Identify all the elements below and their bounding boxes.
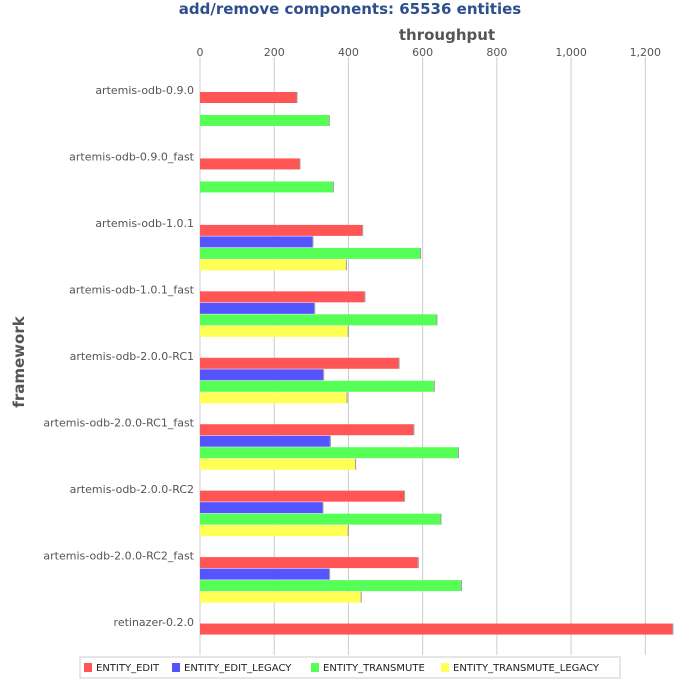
y-tick-label: artemis-odb-0.9.0 — [95, 84, 194, 97]
bar — [200, 259, 346, 271]
bar — [200, 158, 300, 170]
legend-frame — [79, 656, 621, 679]
bar — [200, 447, 458, 459]
bar — [200, 181, 333, 193]
y-axis-title: framework — [10, 315, 28, 407]
bar — [200, 380, 434, 392]
legend-swatch — [311, 663, 319, 672]
bar — [200, 115, 329, 126]
x-tick-label: 200 — [264, 46, 285, 59]
bar — [200, 502, 323, 514]
bar — [200, 490, 405, 502]
bar — [200, 591, 361, 603]
bar — [200, 357, 399, 369]
y-tick-label: artemis-odb-2.0.0-RC2_fast — [43, 549, 194, 562]
legend-label: ENTITY_EDIT_LEGACY — [184, 663, 292, 674]
bar — [200, 435, 330, 447]
chart-title: add/remove components: 65536 entities — [179, 0, 522, 18]
gridlines — [199, 57, 646, 655]
legend-label: ENTITY_TRANSMUTE_LEGACY — [453, 663, 600, 674]
x-tick-label: 400 — [338, 46, 359, 59]
bar — [200, 314, 437, 326]
bar — [200, 525, 348, 537]
bars — [200, 92, 674, 635]
bar — [200, 557, 418, 569]
bar — [200, 302, 315, 314]
legend: ENTITY_EDIT ENTITY_EDIT_LEGACY ENTITY_TRAN… — [79, 656, 621, 679]
legend-swatch — [172, 663, 180, 672]
legend-swatch — [441, 663, 449, 672]
bar — [200, 458, 356, 470]
bar — [200, 291, 365, 303]
bar — [200, 247, 421, 259]
legend-swatch — [84, 663, 92, 672]
x-tick-label: 800 — [486, 46, 507, 59]
x-axis-title: throughput — [399, 26, 495, 44]
y-tick-label: artemis-odb-2.0.0-RC2 — [70, 483, 194, 496]
x-tick-label: 0 — [197, 46, 204, 59]
y-tick-label: artemis-odb-0.9.0_fast — [69, 151, 195, 164]
bar — [200, 568, 330, 580]
bar — [200, 392, 347, 404]
y-tick-label: artemis-odb-2.0.0-RC1 — [70, 350, 194, 363]
x-tick-label: 600 — [412, 46, 433, 59]
bar — [200, 92, 297, 103]
x-axis-ticks: 0 200 400 600 800 1,000 1,200 — [197, 46, 662, 59]
bar — [200, 580, 461, 592]
y-tick-label: retinazer-0.2.0 — [114, 616, 194, 629]
x-tick-label: 1,200 — [630, 46, 662, 59]
bar — [200, 424, 414, 436]
y-tick-label: artemis-odb-2.0.0-RC1_fast — [43, 416, 194, 429]
y-tick-label: artemis-odb-1.0.1 — [95, 217, 194, 230]
legend-label: ENTITY_EDIT — [96, 663, 160, 674]
bar — [200, 325, 348, 337]
bar — [200, 224, 363, 236]
bar — [200, 513, 441, 525]
bar — [200, 236, 313, 248]
legend-label: ENTITY_TRANSMUTE — [323, 663, 425, 674]
x-tick-label: 1,000 — [555, 46, 587, 59]
y-tick-label: artemis-odb-1.0.1_fast — [69, 284, 195, 297]
bar — [200, 623, 673, 635]
bar — [200, 369, 324, 381]
y-axis-ticks: artemis-odb-0.9.0 artemis-odb-0.9.0_fasta… — [43, 84, 194, 629]
